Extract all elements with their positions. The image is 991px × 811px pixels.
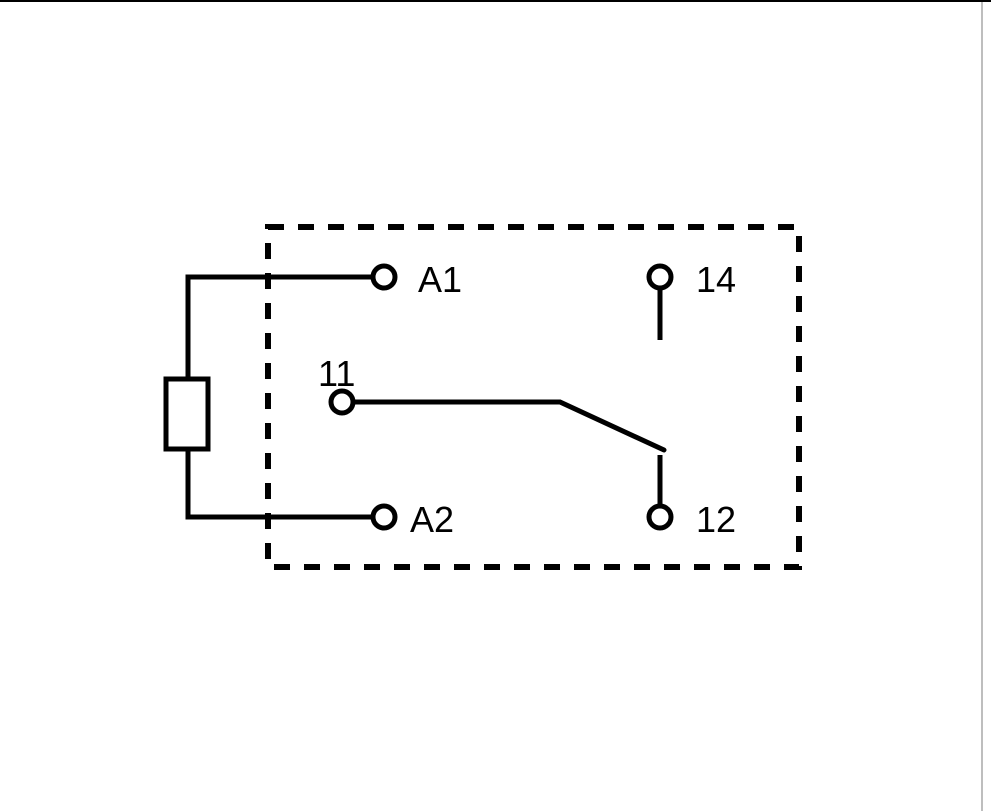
contact-arm xyxy=(353,402,664,450)
label-14: 14 xyxy=(696,259,736,300)
terminal-a2 xyxy=(373,506,395,528)
terminal-a1 xyxy=(373,266,395,288)
terminal-11 xyxy=(331,391,353,413)
wire-coil-to-a2 xyxy=(188,449,371,517)
terminal-14 xyxy=(649,266,671,288)
coil-body xyxy=(166,379,208,449)
terminal-12 xyxy=(649,506,671,528)
label-11: 11 xyxy=(318,353,355,394)
label-a1: A1 xyxy=(418,259,462,300)
relay-schematic: A1 A2 11 12 14 xyxy=(0,0,991,811)
label-12: 12 xyxy=(696,499,736,540)
label-a2: A2 xyxy=(410,499,454,540)
